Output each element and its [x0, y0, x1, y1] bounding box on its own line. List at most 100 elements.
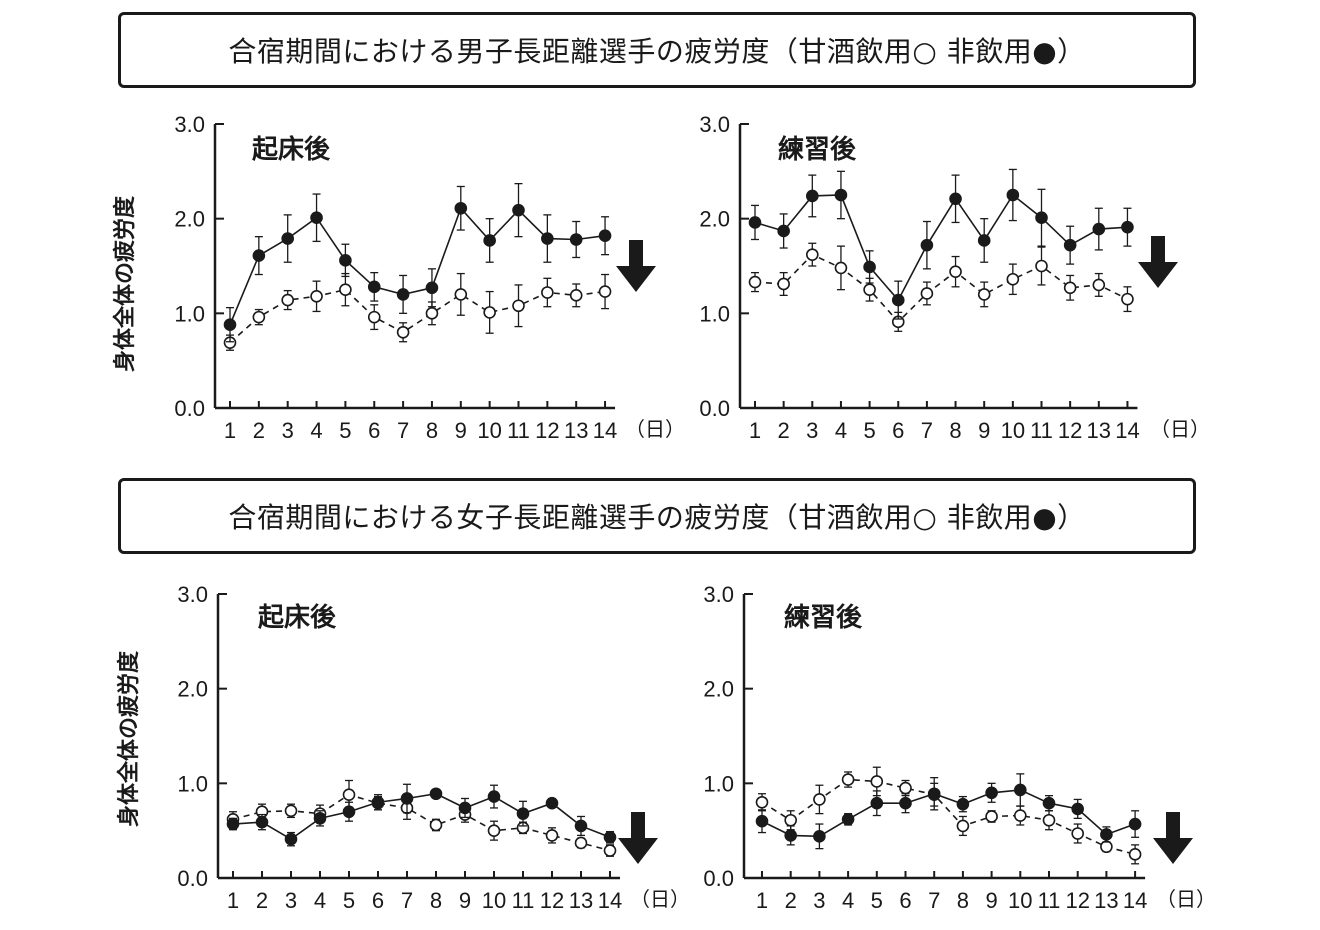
data-point-filled	[396, 288, 410, 301]
x-tick-label: 8	[426, 418, 438, 443]
y-tick-label: 0.0	[177, 866, 208, 891]
x-tick-label: 6	[372, 888, 384, 913]
data-point-filled	[367, 280, 381, 294]
data-point-filled	[777, 224, 790, 238]
data-point-open	[841, 773, 855, 786]
x-tick-label: 4	[842, 888, 854, 913]
chart-panel-women-after-practice: 0.01.02.03.01 2 3 4 5 6 7 8 9 10 11 12 13 14 （日）練習後	[703, 582, 1216, 913]
data-point-open	[920, 287, 934, 300]
data-point-filled	[841, 813, 855, 826]
data-point-open	[805, 248, 819, 261]
x-tick-label: 3	[285, 888, 297, 913]
down-arrow-icon	[618, 812, 658, 864]
data-point-filled	[1100, 828, 1113, 841]
data-point-filled	[255, 815, 269, 829]
data-point-filled	[1006, 188, 1020, 202]
panel-title: 練習後	[778, 134, 857, 165]
data-point-open	[985, 810, 998, 823]
y-axis-label: 身体全体の疲労度	[112, 195, 138, 372]
data-point-open	[1128, 848, 1142, 861]
x-unit-label: （日）	[630, 887, 690, 911]
x-tick-label: 6	[899, 888, 911, 913]
x-tick-label: 5	[339, 418, 351, 443]
x-tick-label: 11	[1030, 418, 1053, 443]
x-tick-label: 5	[863, 418, 875, 443]
panel-title: 起床後	[252, 134, 331, 165]
data-point-filled	[863, 260, 876, 274]
x-tick-label: 4	[310, 418, 322, 443]
data-point-open	[603, 844, 617, 857]
x-unit-label: （日）	[1156, 887, 1216, 911]
data-point-filled	[1128, 817, 1142, 831]
data-point-filled	[1071, 802, 1084, 816]
x-tick-label: 14	[598, 888, 622, 913]
data-point-open	[512, 299, 525, 313]
data-point-filled	[598, 229, 612, 243]
y-tick-label: 3.0	[174, 112, 205, 137]
data-point-filled	[569, 233, 583, 246]
x-tick-label: 9	[985, 888, 997, 913]
x-tick-label: 12	[540, 888, 564, 913]
data-point-filled	[1042, 796, 1056, 810]
data-point-filled	[454, 201, 468, 215]
data-point-filled	[813, 830, 826, 843]
data-point-open	[755, 795, 769, 809]
data-point-filled	[226, 817, 240, 831]
data-point-open	[977, 288, 991, 301]
data-point-filled	[1063, 238, 1077, 252]
data-point-filled	[512, 203, 525, 217]
x-tick-label: 14	[1115, 418, 1139, 443]
x-tick-label: 5	[871, 888, 883, 913]
data-point-open	[834, 261, 848, 275]
data-point-filled	[342, 805, 356, 819]
x-tick-label: 5	[343, 888, 355, 913]
chart-panel-women-morning: 0.01.02.03.01 2 3 4 5 6 7 8 9 10 11 12 13 14 （日）起床後身体全…	[116, 582, 690, 913]
data-point-open	[483, 306, 496, 319]
data-point-open	[284, 804, 298, 818]
data-point-open	[1121, 292, 1134, 306]
data-point-open	[429, 818, 443, 832]
data-point-filled	[748, 216, 762, 229]
men-title-text: 合宿期間における男子長距離選手の疲労度（甘酒飲用○ 非飲用●）	[228, 35, 1086, 68]
data-point-open	[574, 836, 588, 850]
x-tick-label: 8	[949, 418, 961, 443]
data-point-filled	[755, 814, 769, 828]
x-tick-label: 7	[921, 418, 933, 443]
x-tick-label: 9	[455, 418, 467, 443]
x-tick-label: 10	[1001, 418, 1025, 443]
y-tick-label: 1.0	[703, 771, 734, 796]
data-point-open	[956, 819, 970, 833]
data-point-open	[425, 307, 439, 320]
x-tick-label: 14	[593, 418, 617, 443]
data-point-filled	[985, 786, 998, 800]
y-tick-label: 2.0	[177, 677, 208, 702]
x-tick-label: 13	[569, 888, 593, 913]
data-point-filled	[949, 192, 962, 206]
y-tick-label: 1.0	[174, 301, 205, 326]
data-point-filled	[458, 801, 472, 815]
data-point-filled	[310, 211, 323, 225]
data-point-open	[784, 813, 798, 827]
data-point-filled	[429, 787, 443, 801]
data-point-filled	[891, 293, 905, 307]
y-tick-label: 0.0	[703, 866, 734, 891]
x-tick-label: 12	[535, 418, 559, 443]
y-tick-label: 1.0	[699, 301, 730, 326]
data-point-filled	[545, 796, 559, 810]
data-point-open	[1035, 259, 1048, 273]
data-point-filled	[805, 189, 819, 203]
down-arrow-icon	[616, 240, 656, 292]
data-point-open	[339, 283, 352, 296]
data-point-open	[367, 310, 381, 324]
x-tick-label: 7	[928, 888, 940, 913]
data-point-filled	[574, 819, 588, 833]
data-point-open	[813, 793, 826, 806]
x-tick-label: 11	[1038, 888, 1061, 913]
women-chart-title: 合宿期間における女子長距離選手の疲労度（甘酒飲用○ 非飲用●）	[118, 478, 1196, 554]
y-tick-label: 1.0	[177, 771, 208, 796]
x-tick-label: 11	[512, 888, 535, 913]
data-point-open	[545, 829, 559, 842]
x-tick-label: 1	[224, 418, 236, 443]
data-point-open	[1006, 272, 1020, 286]
data-point-filled	[284, 832, 298, 846]
